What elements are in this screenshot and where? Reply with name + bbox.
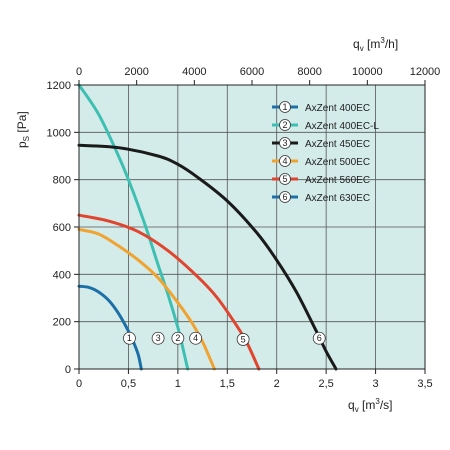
x-tick-label: 0 <box>76 378 82 390</box>
legend-marker-label: 5 <box>282 174 287 184</box>
x-axis-label: qv [m3/s] <box>348 397 393 414</box>
legend-entry-label: AxZent 500EC <box>305 157 370 168</box>
curve-markers: 1 3 2 4 5 6 <box>123 331 326 346</box>
x2-tick-label: 6000 <box>240 66 264 78</box>
curve-marker-circle <box>236 333 250 346</box>
x2-tick-label: 4000 <box>182 66 206 78</box>
legend-marker-circle <box>279 155 291 167</box>
legend-entry-label: AxZent 400EC-L <box>305 121 379 132</box>
legend: 1 AxZent 400EC 2 AxZent 400EC-L 3 AxZent 450E… <box>272 101 379 204</box>
y-tick-label: 1200 <box>47 80 71 92</box>
x-tick-label: 3 <box>373 378 379 390</box>
y-tick-label: 800 <box>53 175 71 187</box>
x-tick-label: 1,5 <box>220 378 235 390</box>
legend-entry-label: AxZent 630EC <box>305 193 370 204</box>
x2-tick-label: 2000 <box>124 66 148 78</box>
legend-marker-label: 6 <box>282 192 287 202</box>
series-line-1 <box>77 284 143 371</box>
x-tick-label: 0,5 <box>121 378 136 390</box>
curve-marker-label: 4 <box>193 333 198 343</box>
y-tick-label: 600 <box>53 222 71 234</box>
y-tick-label: 400 <box>53 269 71 281</box>
curve-marker-circle <box>312 331 326 345</box>
legend-marker-label: 3 <box>282 138 287 148</box>
curve-marker-circle <box>189 331 203 345</box>
x2-tick-label: 8000 <box>297 66 321 78</box>
x-tick-label: 3,5 <box>417 378 432 390</box>
curve-marker-circle <box>171 331 185 345</box>
y-tick-label: 0 <box>65 364 71 376</box>
x2-tick-label: 10000 <box>352 66 383 78</box>
curve-marker-label: 5 <box>241 334 246 344</box>
legend-marker-circle <box>279 137 291 149</box>
legend-marker-circle <box>279 119 291 131</box>
x2-tick-label: 0 <box>76 66 82 78</box>
legend-entry-label: AxZent 450EC <box>305 139 370 150</box>
curve-marker-circle <box>151 331 165 345</box>
curve-marker-circle <box>123 331 136 345</box>
curve-marker-label: 1 <box>127 333 132 343</box>
x2-axis-label: qv [m3/h] <box>353 36 398 53</box>
legend-entry-label: AxZent 560EC <box>305 175 370 186</box>
legend-entry-label: AxZent 400EC <box>305 103 370 114</box>
curve-marker-label: 6 <box>317 333 322 343</box>
legend-marker-circle <box>279 173 291 185</box>
x-tick-label: 1 <box>175 378 181 390</box>
curve-marker-label: 3 <box>156 333 161 343</box>
axis-ticks: 0 0,5 1 1,5 2 2,5 3 3,50 2000 4000 6000 8000 10000 12… <box>47 66 441 390</box>
x-tick-label: 2,5 <box>318 378 333 390</box>
x-tick-label: 2 <box>274 378 280 390</box>
legend-marker-label: 2 <box>282 120 287 130</box>
legend-marker-circle <box>279 191 291 203</box>
legend-marker-label: 4 <box>282 156 287 166</box>
y-tick-label: 1000 <box>47 127 71 139</box>
y-tick-label: 200 <box>53 317 71 329</box>
legend-marker-label: 1 <box>282 102 287 112</box>
y-axis-label: pS [Pa] <box>15 111 31 148</box>
legend-marker-circle <box>279 101 291 113</box>
x2-tick-label: 12000 <box>410 66 441 78</box>
curve-marker-label: 2 <box>175 333 180 343</box>
